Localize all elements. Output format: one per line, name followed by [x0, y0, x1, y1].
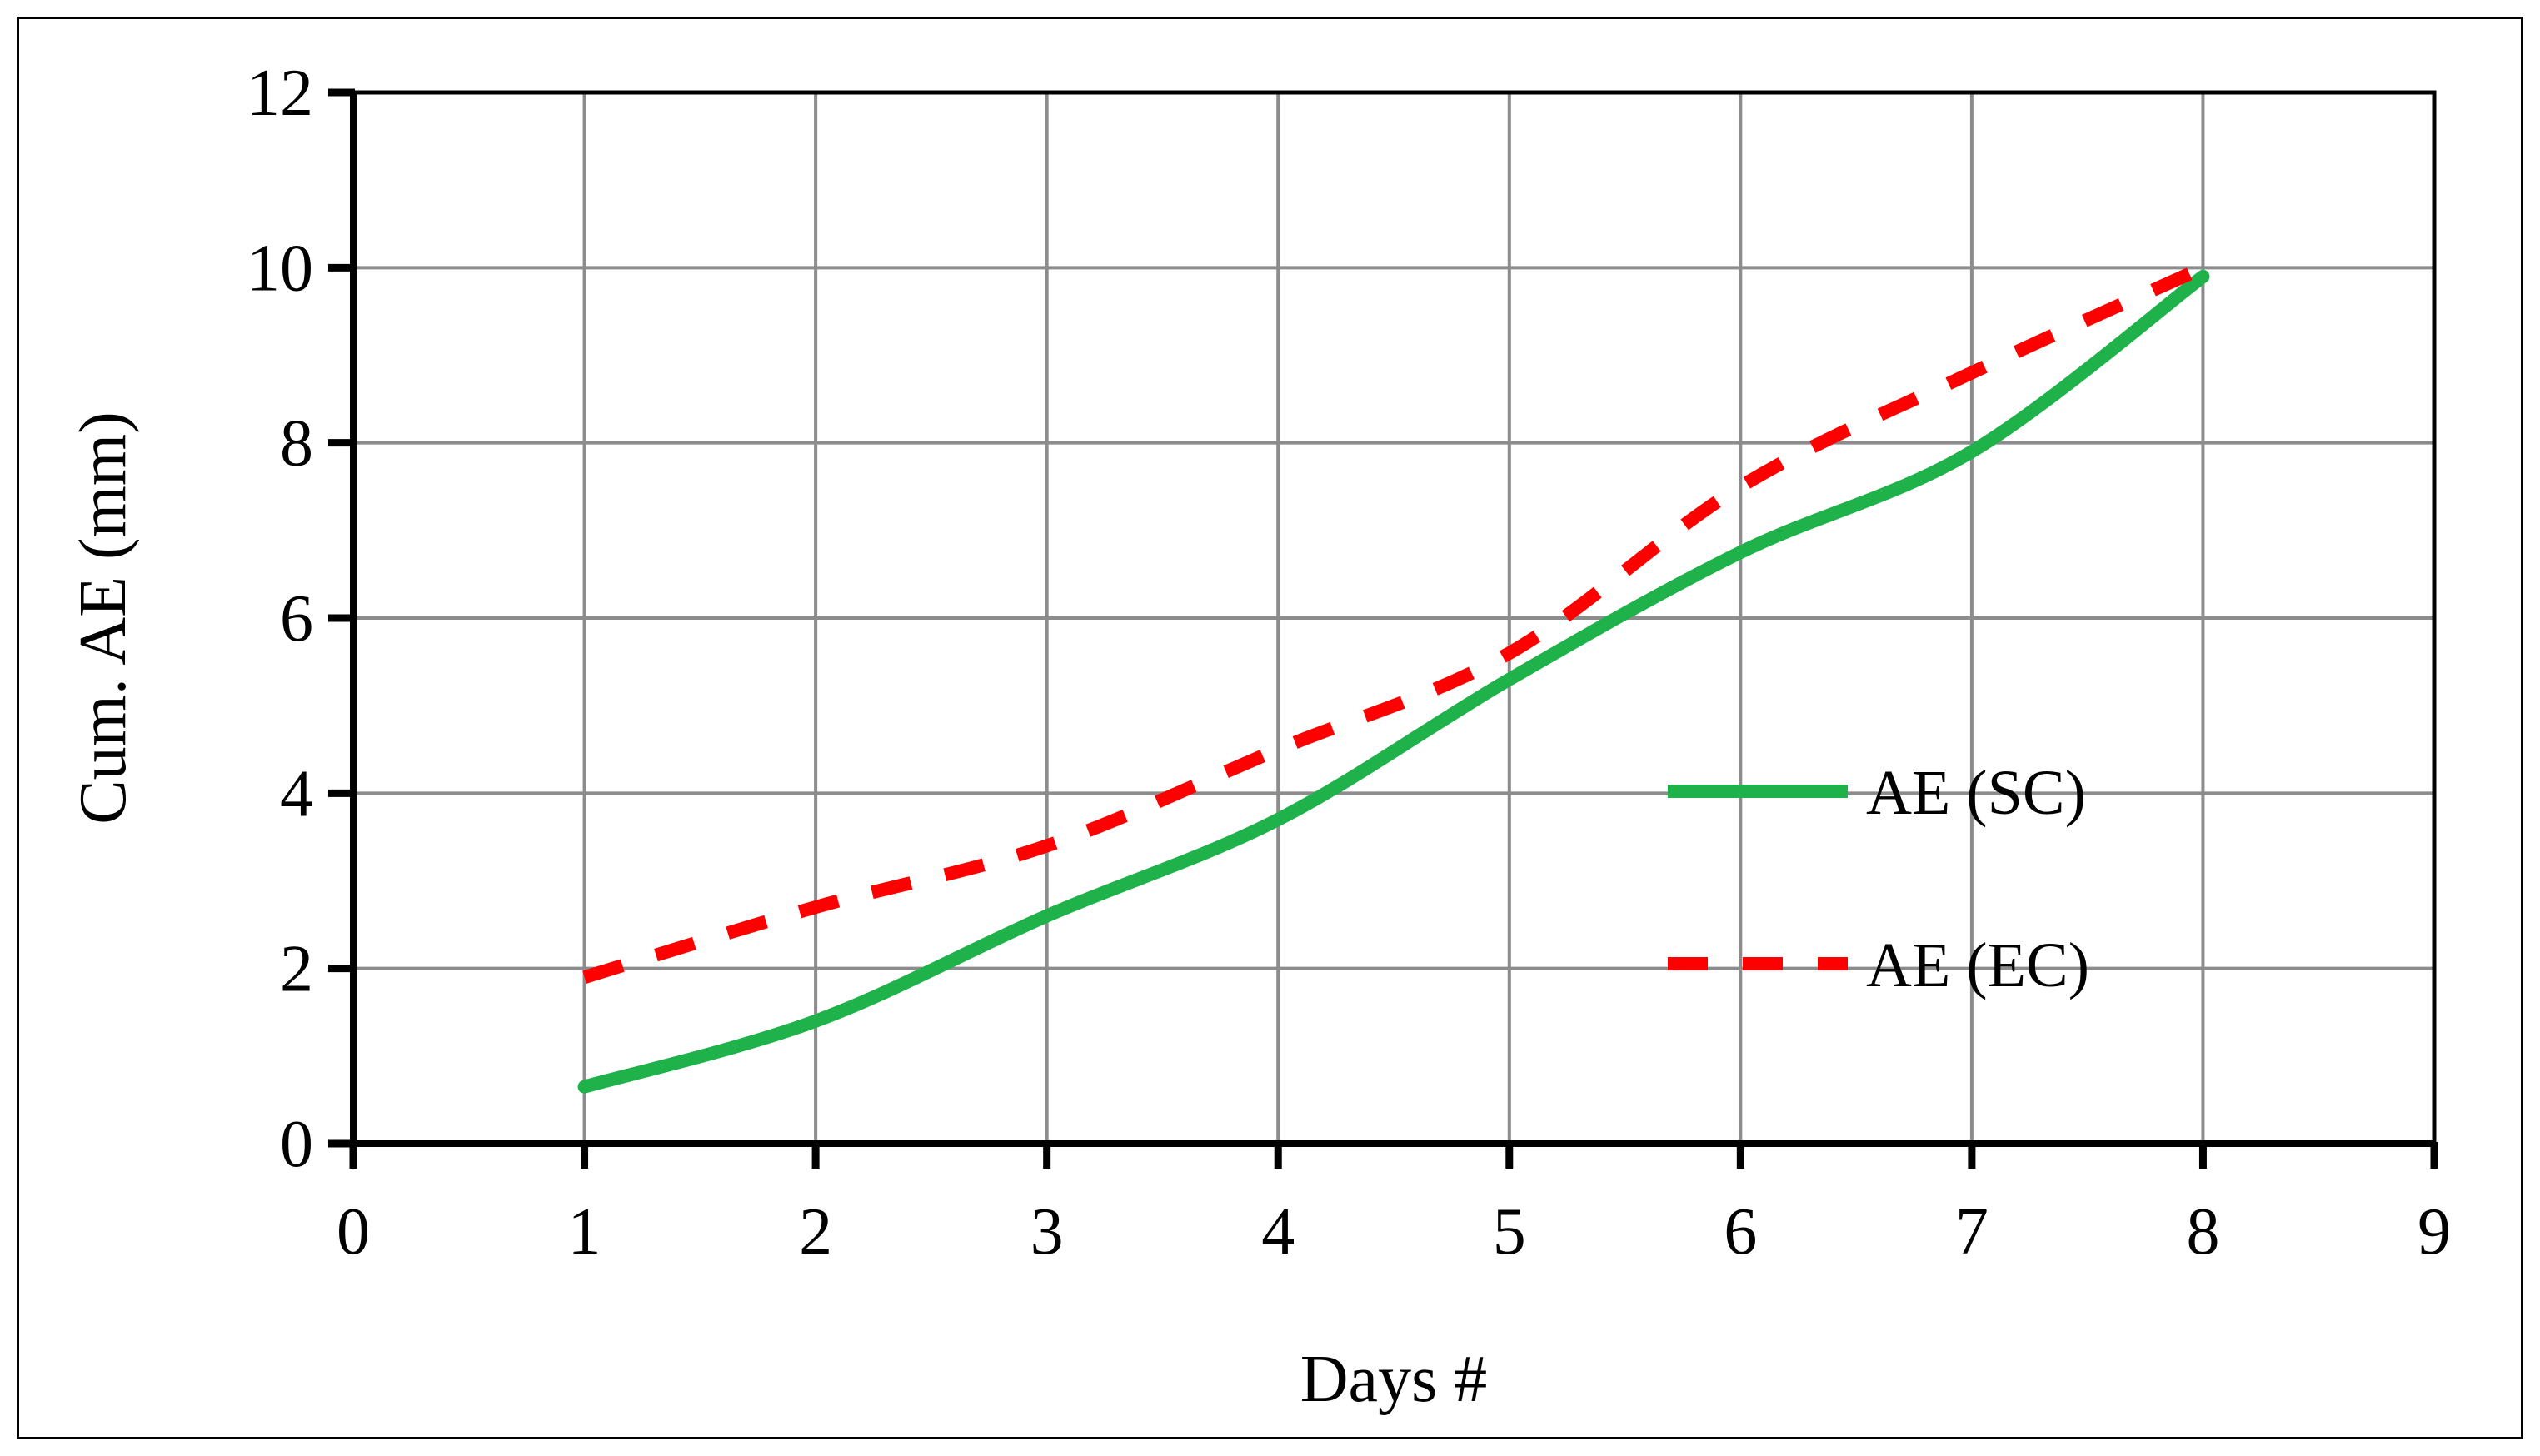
- grid: [353, 92, 2434, 1144]
- y-tick-label-2: 2: [280, 933, 313, 1006]
- x-tick-label-8: 8: [2186, 1195, 2219, 1269]
- x-axis-title: Days #: [1300, 1343, 1487, 1416]
- y-tick-label-10: 10: [247, 232, 313, 305]
- series-line-ae-sc: [577, 269, 2210, 1094]
- legend: AE (SC) AE (EC): [1668, 758, 2089, 1000]
- x-tick-label-1: 1: [568, 1195, 601, 1269]
- series-layer: [577, 262, 2210, 1094]
- x-tick-label-3: 3: [1030, 1195, 1064, 1269]
- y-axis-title: Cum. AE (mm): [67, 411, 140, 825]
- series-line-ae-ec: [582, 262, 2206, 984]
- y-tick-label-8: 8: [280, 407, 313, 481]
- legend-label-ae-ec: AE (EC): [1866, 930, 2089, 1000]
- y-tick-label-0: 0: [280, 1108, 313, 1181]
- y-tick-label-6: 6: [280, 582, 313, 656]
- y-tick-label-4: 4: [280, 757, 313, 830]
- y-tick-label-12: 12: [247, 57, 313, 130]
- x-tick-label-5: 5: [1493, 1195, 1526, 1269]
- x-tick-label-2: 2: [799, 1195, 832, 1269]
- x-tick-label-0: 0: [337, 1195, 370, 1269]
- legend-label-ae-sc: AE (SC): [1866, 758, 2086, 828]
- x-tick-label-9: 9: [2418, 1195, 2451, 1269]
- x-tick-label-6: 6: [1724, 1195, 1757, 1269]
- x-tick-label-4: 4: [1261, 1195, 1295, 1269]
- x-tick-label-7: 7: [1955, 1195, 1989, 1269]
- chart-frame: [17, 17, 2523, 1439]
